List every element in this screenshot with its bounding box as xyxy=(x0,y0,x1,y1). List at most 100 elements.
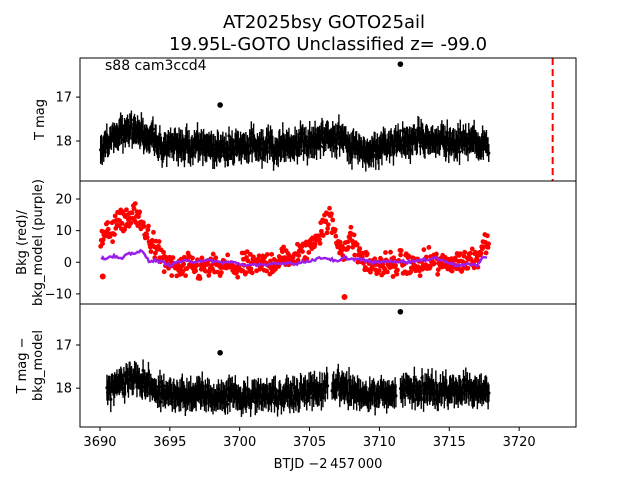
bkg-point xyxy=(388,264,394,270)
data-point xyxy=(373,403,377,408)
bkg-point xyxy=(146,223,151,229)
y-axis-label: Bkg (red)/ xyxy=(15,210,30,275)
outlier-point xyxy=(217,102,223,108)
data-point xyxy=(305,152,309,157)
bkg-point xyxy=(248,266,254,272)
data-point xyxy=(226,153,230,158)
axes-frame xyxy=(79,303,577,428)
bkg-point xyxy=(357,246,363,251)
bkg-outlier xyxy=(341,294,348,301)
bkg-point xyxy=(486,241,492,247)
data-point xyxy=(158,133,162,137)
data-point xyxy=(265,150,270,154)
data-point xyxy=(479,385,483,389)
bkg-point xyxy=(394,271,400,277)
bkg-point xyxy=(483,250,489,256)
bkg-point xyxy=(325,226,331,232)
data-point xyxy=(165,152,169,156)
bkg-point xyxy=(144,234,150,240)
bkg-point xyxy=(372,256,378,262)
axes-frame xyxy=(79,57,577,182)
bkg-point xyxy=(235,274,241,280)
bkg-point xyxy=(327,205,332,211)
bkg-point xyxy=(281,244,287,250)
data-point xyxy=(412,378,416,382)
bkg-point xyxy=(170,255,176,261)
data-point xyxy=(249,131,253,135)
bkg-point xyxy=(452,255,458,261)
bkg-model-line xyxy=(100,248,488,269)
data-marks xyxy=(98,201,492,301)
x-tick-label: 3700 xyxy=(223,435,256,450)
data-point xyxy=(247,151,251,155)
bkg-point xyxy=(388,249,393,255)
bkg-point xyxy=(406,253,412,259)
bkg-point xyxy=(333,233,339,239)
data-point xyxy=(307,146,311,150)
bkg-point xyxy=(99,228,105,234)
bkg-point xyxy=(141,220,146,226)
data-point xyxy=(122,374,126,378)
data-point xyxy=(292,386,297,390)
bkg-point xyxy=(350,244,356,250)
bkg-point xyxy=(156,244,161,249)
data-point xyxy=(463,392,467,396)
bkg-point xyxy=(449,268,455,274)
x-tick-label: 3690 xyxy=(83,435,116,450)
y-axis-label: bkg_model (purple) xyxy=(31,179,46,306)
bkg-point xyxy=(169,273,175,279)
bkg-point xyxy=(345,239,351,245)
data-point xyxy=(301,132,305,136)
data-point xyxy=(347,378,351,383)
data-point xyxy=(129,118,134,122)
data-point xyxy=(141,368,145,373)
bkg-point xyxy=(484,233,490,239)
bkg-point xyxy=(213,255,219,261)
data-point xyxy=(121,386,125,390)
bkg-point xyxy=(368,269,373,275)
data-point xyxy=(298,394,302,398)
data-point xyxy=(408,148,412,152)
chart-title-line2: 19.95L-GOTO Unclassified z= -99.0 xyxy=(169,34,487,55)
bkg-point xyxy=(141,224,147,229)
bkg-point xyxy=(421,247,427,253)
bkg-point xyxy=(197,276,203,281)
bkg-point xyxy=(471,265,477,271)
y-axis-label: T mag xyxy=(33,99,48,141)
data-marks xyxy=(99,61,491,172)
bkg-point xyxy=(306,250,312,255)
x-tick-label: 3705 xyxy=(293,435,326,450)
outlier-point xyxy=(217,349,223,356)
y-axis-label: T mag − xyxy=(15,338,30,395)
data-point xyxy=(425,392,430,396)
bkg-point xyxy=(135,223,141,229)
bkg-point xyxy=(408,269,414,275)
bkg-point xyxy=(312,241,318,247)
data-point xyxy=(105,133,109,137)
data-point xyxy=(403,394,407,398)
bkg-point xyxy=(459,267,465,272)
data-point xyxy=(421,383,425,387)
bkg-point xyxy=(102,233,108,239)
data-point xyxy=(320,383,324,387)
data-point xyxy=(158,380,162,384)
data-point xyxy=(260,156,264,160)
bkg-point xyxy=(323,218,329,224)
bkg-point xyxy=(203,268,209,274)
bkg-point xyxy=(183,273,188,279)
data-point xyxy=(407,145,411,149)
data-point xyxy=(457,150,462,154)
bkg-point xyxy=(137,209,143,215)
bkg-point xyxy=(384,269,390,275)
x-axis-label: BTJD −2 457 000 xyxy=(274,457,383,472)
bkg-point xyxy=(279,249,285,255)
bkg-point xyxy=(132,201,138,206)
data-point xyxy=(394,394,398,398)
bkg-point xyxy=(112,213,118,219)
bkg-point xyxy=(243,270,249,275)
bkg-point xyxy=(417,273,423,279)
bkg-point xyxy=(105,220,110,225)
bkg-point xyxy=(426,244,432,250)
data-point xyxy=(227,134,231,138)
